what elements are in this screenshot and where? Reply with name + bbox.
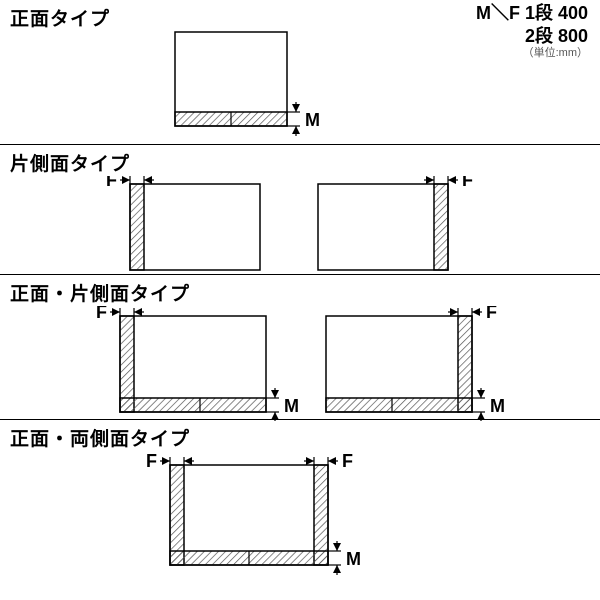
section1-diagram: M [0, 30, 600, 145]
m-label: M [305, 110, 320, 130]
s3-m-left: M [284, 396, 299, 416]
section4-diagram: F F M [0, 451, 600, 591]
section1: M [0, 30, 600, 145]
header-row: 正面タイプ M＼F 1段 400 2段 800 （単位:mm） [0, 0, 600, 30]
s3-f-right: F [486, 306, 497, 322]
section4: 正面・両側面タイプ F F [0, 420, 600, 595]
section3-title: 正面・片側面タイプ [0, 275, 600, 306]
section4-title: 正面・両側面タイプ [0, 420, 600, 451]
section2-title: 片側面タイプ [0, 145, 600, 176]
s3-f-left: F [96, 306, 107, 322]
f-label-left: F [106, 176, 117, 190]
section3: 正面・片側面タイプ F M [0, 275, 600, 420]
s3-m-right: M [490, 396, 505, 416]
section2: 片側面タイプ F [0, 145, 600, 275]
s4-m: M [346, 549, 361, 569]
s4-f-left: F [146, 451, 157, 471]
s4-f-right: F [342, 451, 353, 471]
section3-diagram: F M F [0, 306, 600, 421]
section2-diagram: F F [0, 176, 600, 276]
f-label-right: F [462, 176, 473, 190]
legend-line1: M＼F 1段 400 [476, 2, 588, 25]
